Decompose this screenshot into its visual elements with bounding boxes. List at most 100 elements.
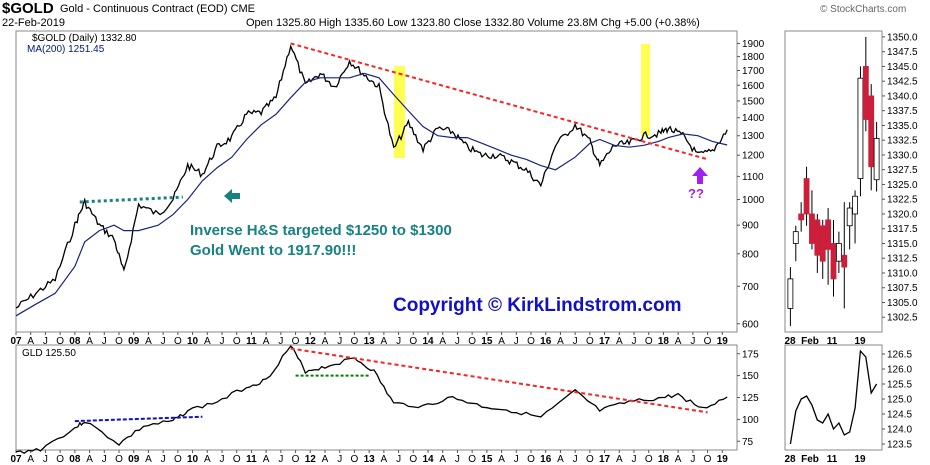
source-credit: © StockCharts.com <box>820 4 907 15</box>
x-tick-label: 15 <box>481 454 493 465</box>
up-arrow-icon <box>692 167 708 184</box>
legend-gld: GLD 125.50 <box>22 348 76 359</box>
x-tick-label: A <box>263 336 270 347</box>
y-tick-label: 1335.0 <box>887 121 918 132</box>
x-tick-label: J <box>278 454 283 465</box>
y-tick-label: 1325.0 <box>887 180 918 191</box>
y-tick-label: 1320.0 <box>887 209 918 220</box>
x-tick-label: 09 <box>128 336 140 347</box>
x-tick-label: O <box>704 336 712 347</box>
x-tick-label: 19 <box>717 336 729 347</box>
candle-body <box>809 213 815 244</box>
candle-body <box>852 195 858 215</box>
x-tick-label: O <box>56 454 64 465</box>
x-tick-label: A <box>675 454 682 465</box>
x-tick-label: J <box>161 336 166 347</box>
x-tick-label: O <box>645 336 653 347</box>
x-tick-label: 16 <box>540 454 552 465</box>
x-tick-label: J <box>102 454 107 465</box>
y-tick-label: 75 <box>742 437 754 448</box>
x-tick-label: J <box>690 336 695 347</box>
y-tick-label: 1700 <box>742 66 765 77</box>
candle-body <box>819 225 826 262</box>
y-tick-label: 125.0 <box>887 395 912 406</box>
annotation-result: Gold Went to 1917.90!!! <box>190 242 357 259</box>
x-tick-label: 11 <box>827 454 838 465</box>
y-tick-label: 600 <box>742 319 759 330</box>
neckline <box>79 195 183 204</box>
gld-feb-panel-frame <box>784 344 883 451</box>
y-tick-label: 1347.5 <box>887 47 918 58</box>
x-tick-label: O <box>292 336 300 347</box>
y-tick-label: 1900 <box>742 39 765 50</box>
candle-body <box>803 178 810 215</box>
x-tick-label: 10 <box>187 336 199 347</box>
y-tick-label: 1310.0 <box>887 268 918 279</box>
highlight-band <box>641 44 650 136</box>
x-tick-label: 17 <box>599 454 611 465</box>
y-tick-label: 123.5 <box>887 440 912 451</box>
x-tick-label: A <box>439 454 446 465</box>
x-tick-label: A <box>616 336 623 347</box>
x-tick-label: J <box>43 454 48 465</box>
y-tick-label: 100 <box>742 415 759 426</box>
x-tick-label: J <box>161 454 166 465</box>
x-tick-label: O <box>468 454 476 465</box>
x-tick-label: 08 <box>69 336 81 347</box>
chart-subtitle: Gold - Continuous Contract (EOD) CME <box>60 3 256 15</box>
x-tick-label: Feb <box>801 336 819 347</box>
x-tick-label: 07 <box>10 454 22 465</box>
x-tick-label: 07 <box>10 336 22 347</box>
highlight-band <box>394 66 405 158</box>
x-tick-label: 17 <box>599 336 611 347</box>
x-tick-label: A <box>86 454 93 465</box>
x-tick-label: 19 <box>854 336 866 347</box>
candle-body <box>825 219 832 250</box>
x-tick-label: A <box>27 454 34 465</box>
y-tick-label: 1800 <box>742 52 765 63</box>
y-tick-label: 126.5 <box>887 350 912 361</box>
x-tick-label: 10 <box>187 454 199 465</box>
candle-body <box>792 231 799 244</box>
x-tick-label: A <box>263 454 270 465</box>
x-tick-label: A <box>381 454 388 465</box>
y-tick-label: 124.5 <box>887 410 912 421</box>
legend-gold: $GOLD (Daily) 1332.80 <box>32 33 137 44</box>
x-tick-label: O <box>56 336 64 347</box>
y-tick-label: 1350.0 <box>887 32 918 43</box>
candle-body <box>830 243 837 280</box>
x-tick-label: A <box>616 454 623 465</box>
x-tick-label: J <box>43 336 48 347</box>
y-tick-label: 1400 <box>742 113 765 124</box>
x-tick-label: J <box>220 336 225 347</box>
x-tick-label: 11 <box>246 336 257 347</box>
y-tick-label: 1330.0 <box>887 150 918 161</box>
x-tick-label: 09 <box>128 454 140 465</box>
x-tick-label: O <box>174 454 182 465</box>
x-tick-label: A <box>498 336 505 347</box>
x-tick-label: 14 <box>422 336 434 347</box>
y-tick-label: 1305.0 <box>887 298 918 309</box>
y-tick-label: 1600 <box>742 81 765 92</box>
x-tick-label: J <box>396 454 401 465</box>
x-tick-label: O <box>351 336 359 347</box>
y-tick-label: 126.0 <box>887 365 912 376</box>
y-tick-label: 1327.5 <box>887 165 918 176</box>
annotation-target: Inverse H&S targeted $1250 to $1300 <box>190 222 452 239</box>
y-tick-label: 1312.5 <box>887 254 918 265</box>
x-tick-label: J <box>220 454 225 465</box>
chart-symbol: $GOLD <box>2 0 54 17</box>
x-tick-label: O <box>292 454 300 465</box>
x-tick-label: A <box>86 336 93 347</box>
candle-body <box>862 66 869 120</box>
x-tick-label: O <box>409 454 417 465</box>
y-tick-label: 125 <box>742 393 759 404</box>
x-tick-label: 15 <box>481 336 493 347</box>
copyright-watermark: Copyright © KirkLindstrom.com <box>393 295 682 316</box>
x-tick-label: O <box>115 336 123 347</box>
x-tick-label: 11 <box>246 454 257 465</box>
x-tick-label: 14 <box>422 454 434 465</box>
x-tick-label: A <box>322 454 329 465</box>
x-tick-label: J <box>455 454 460 465</box>
